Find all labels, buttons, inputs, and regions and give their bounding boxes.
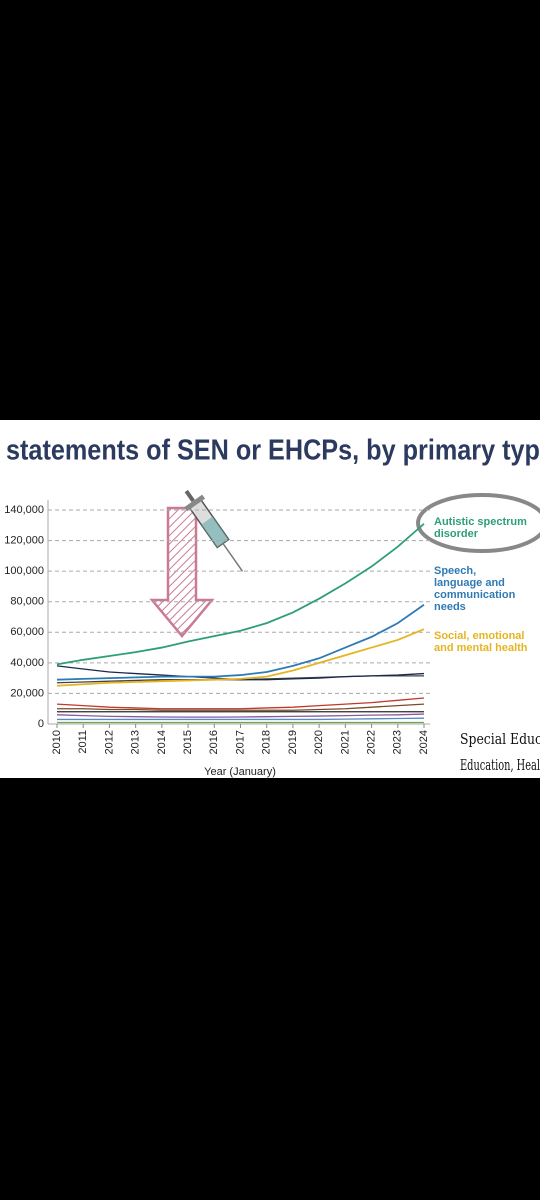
- x-tick-label: 2016: [208, 730, 220, 754]
- y-tick-label: 0: [38, 718, 44, 730]
- x-tick-label: 2011: [77, 730, 89, 754]
- series-line: [56, 713, 425, 718]
- y-tick-label: 100,000: [4, 565, 44, 577]
- x-tick-label: 2020: [313, 730, 325, 754]
- series-label: language and: [434, 577, 505, 589]
- y-tick-label: 40,000: [10, 657, 44, 669]
- x-tick-label: 2014: [156, 730, 168, 754]
- series-label: Autistic spectrum: [434, 516, 527, 528]
- x-tick-label: 2022: [365, 730, 377, 754]
- y-tick-label: 140,000: [4, 504, 44, 516]
- x-tick-label: 2019: [287, 730, 299, 754]
- x-tick-label: 2017: [234, 730, 246, 754]
- x-tick-label: 2021: [339, 730, 351, 754]
- x-tick-label: 2024: [418, 730, 430, 754]
- series-label: Speech,: [434, 565, 476, 577]
- series-label: Social, emotional: [434, 630, 524, 642]
- series-line: [56, 523, 425, 666]
- series-line: [57, 703, 425, 711]
- source-text: Special Educ: [460, 730, 540, 748]
- series-label: and mental health: [434, 642, 528, 654]
- y-tick-label: 60,000: [10, 626, 44, 638]
- series-line: [56, 628, 425, 687]
- x-axis-label: Year (January): [204, 766, 276, 778]
- x-tick-label: 2012: [103, 730, 115, 754]
- highlight-circle: [416, 493, 540, 553]
- x-tick-label: 2010: [51, 730, 63, 754]
- arrow: [149, 506, 215, 638]
- series-label: disorder: [434, 528, 479, 540]
- source-text: Education, Healt: [460, 756, 540, 774]
- series-label: communication: [434, 589, 516, 601]
- y-tick-label: 80,000: [10, 596, 44, 608]
- x-tick-label: 2018: [261, 730, 273, 754]
- x-tick-label: 2015: [182, 730, 194, 754]
- x-tick-label: 2023: [392, 730, 404, 754]
- y-tick-label: 120,000: [4, 534, 44, 546]
- series-label: needs: [434, 601, 466, 613]
- arrow-doodle: [149, 489, 244, 638]
- series-line: [57, 717, 425, 721]
- syringe: [184, 489, 244, 572]
- y-tick-label: 20,000: [10, 687, 44, 699]
- chart-title: statements of SEN or EHCPs, by primary t…: [6, 435, 540, 467]
- series-line: [56, 604, 425, 681]
- series-line: [56, 697, 425, 710]
- x-tick-label: 2013: [130, 730, 142, 754]
- image-panel: [0, 420, 540, 778]
